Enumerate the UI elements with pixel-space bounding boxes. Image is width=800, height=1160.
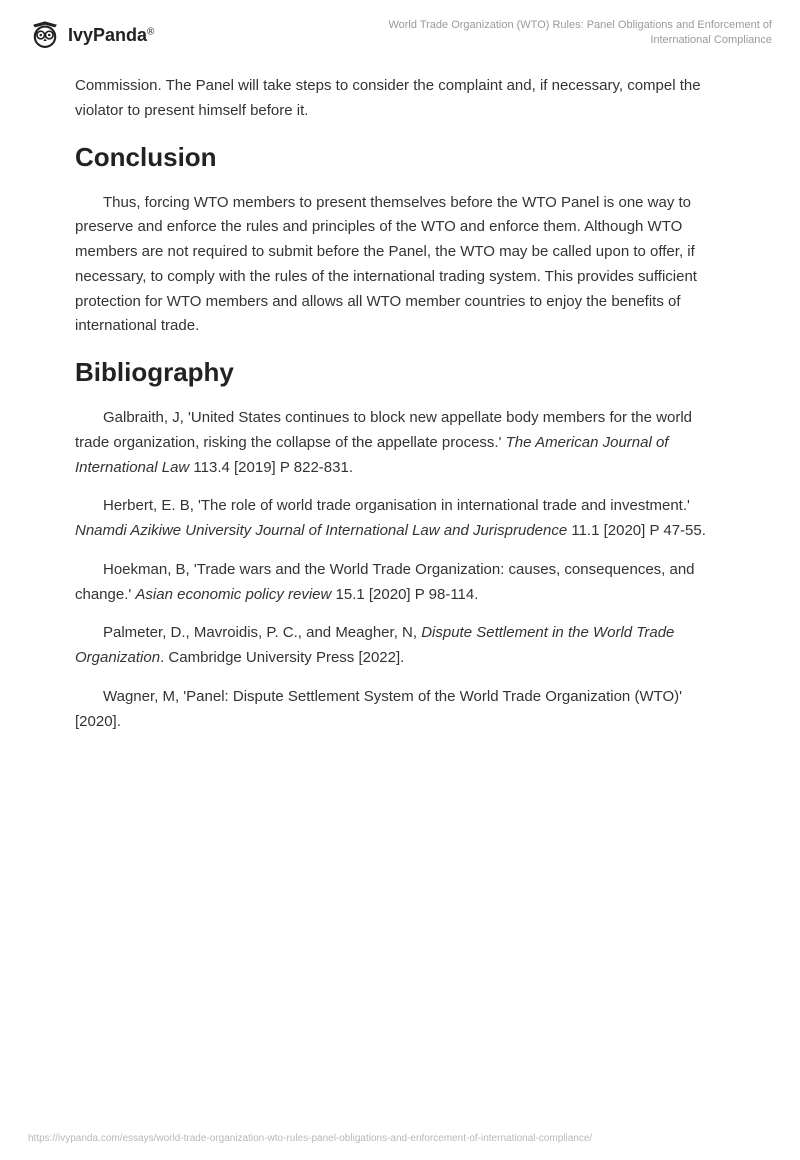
brand-logo: IvyPanda® xyxy=(28,18,154,52)
bibliography-entry: Galbraith, J, 'United States continues t… xyxy=(75,406,725,480)
page-header: IvyPanda® World Trade Organization (WTO)… xyxy=(0,0,800,62)
document-body: Commission. The Panel will take steps to… xyxy=(0,62,800,734)
conclusion-text: Thus, forcing WTO members to present the… xyxy=(75,191,725,340)
bibliography-entry: Hoekman, B, 'Trade wars and the World Tr… xyxy=(75,558,725,608)
brand-name: IvyPanda® xyxy=(68,25,154,46)
intro-paragraph: Commission. The Panel will take steps to… xyxy=(75,74,725,124)
bibliography-entry: Herbert, E. B, 'The role of world trade … xyxy=(75,494,725,544)
conclusion-heading: Conclusion xyxy=(75,142,725,173)
bibliography-heading: Bibliography xyxy=(75,357,725,388)
bibliography-list: Galbraith, J, 'United States continues t… xyxy=(75,406,725,734)
bibliography-entry: Wagner, M, 'Panel: Dispute Settlement Sy… xyxy=(75,685,725,735)
document-title: World Trade Organization (WTO) Rules: Pa… xyxy=(332,18,772,49)
bibliography-entry: Palmeter, D., Mavroidis, P. C., and Meag… xyxy=(75,621,725,671)
footer-url: https://ivypanda.com/essays/world-trade-… xyxy=(28,1133,592,1144)
owl-icon xyxy=(28,18,62,52)
